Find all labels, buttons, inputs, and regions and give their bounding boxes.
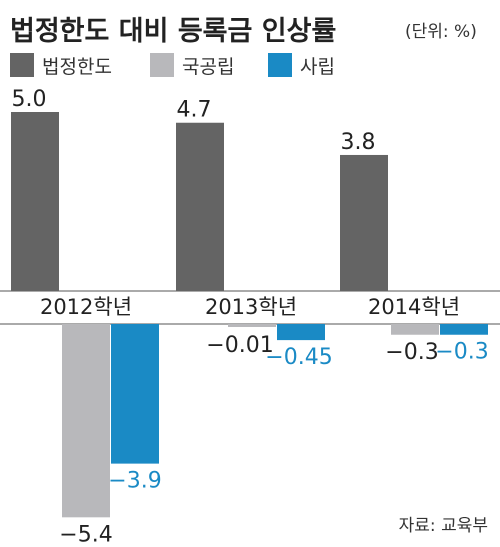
bar-private-2013 <box>277 324 325 341</box>
bar-private-2014 <box>440 324 488 335</box>
value-label-private-2012: −3.9 <box>108 469 161 494</box>
category-label-2012: 2012학년 <box>40 295 132 319</box>
chart-unit: (단위: %) <box>405 22 477 42</box>
legend-swatch-national-public <box>150 53 174 77</box>
category-label-2013: 2013학년 <box>205 295 297 319</box>
legend-label-national-public: 국공립 <box>182 56 234 78</box>
legend-label-private: 사립 <box>300 56 335 78</box>
legend-swatch-private <box>268 53 292 77</box>
value-label-national-public-2012: −5.4 <box>59 522 112 547</box>
legend: 법정한도 국공립 사립 <box>10 53 335 78</box>
data-labels: 5.0 −5.4 −3.9 4.7 −0.01−0.45 3.8 −0.3−0.3 <box>12 87 489 547</box>
category-labels: 2012학년 2013학년 2014학년 <box>40 295 460 319</box>
bar-legal-limit-2013 <box>176 122 224 292</box>
value-label-legal-limit-2012: 5.0 <box>12 87 47 112</box>
value-label-legal-limit-2013: 4.7 <box>177 98 212 123</box>
value-label-legal-limit-2014: 3.8 <box>341 130 376 155</box>
value-label-national-public-2014: −0.3 <box>385 340 438 365</box>
chart-title: 법정한도 대비 등록금 인상률 <box>10 16 336 47</box>
legend-swatch-legal-limit <box>10 53 34 77</box>
bar-legal-limit-2012 <box>11 112 59 291</box>
value-label-private-2014: −0.3 <box>435 340 488 365</box>
bars <box>11 112 488 518</box>
value-label-private-2013: −0.45 <box>265 345 332 370</box>
bar-private-2012 <box>111 324 159 464</box>
source-note: 자료: 교육부 <box>399 516 488 536</box>
bar-national-public-2014 <box>391 324 439 335</box>
value-label-national-public-2013: −0.01 <box>206 333 273 358</box>
bar-national-public-2012 <box>62 324 110 518</box>
category-label-2014: 2014학년 <box>368 295 460 319</box>
legend-label-legal-limit: 법정한도 <box>42 56 112 78</box>
bar-national-public-2013 <box>228 324 276 327</box>
bar-legal-limit-2014 <box>340 154 388 291</box>
